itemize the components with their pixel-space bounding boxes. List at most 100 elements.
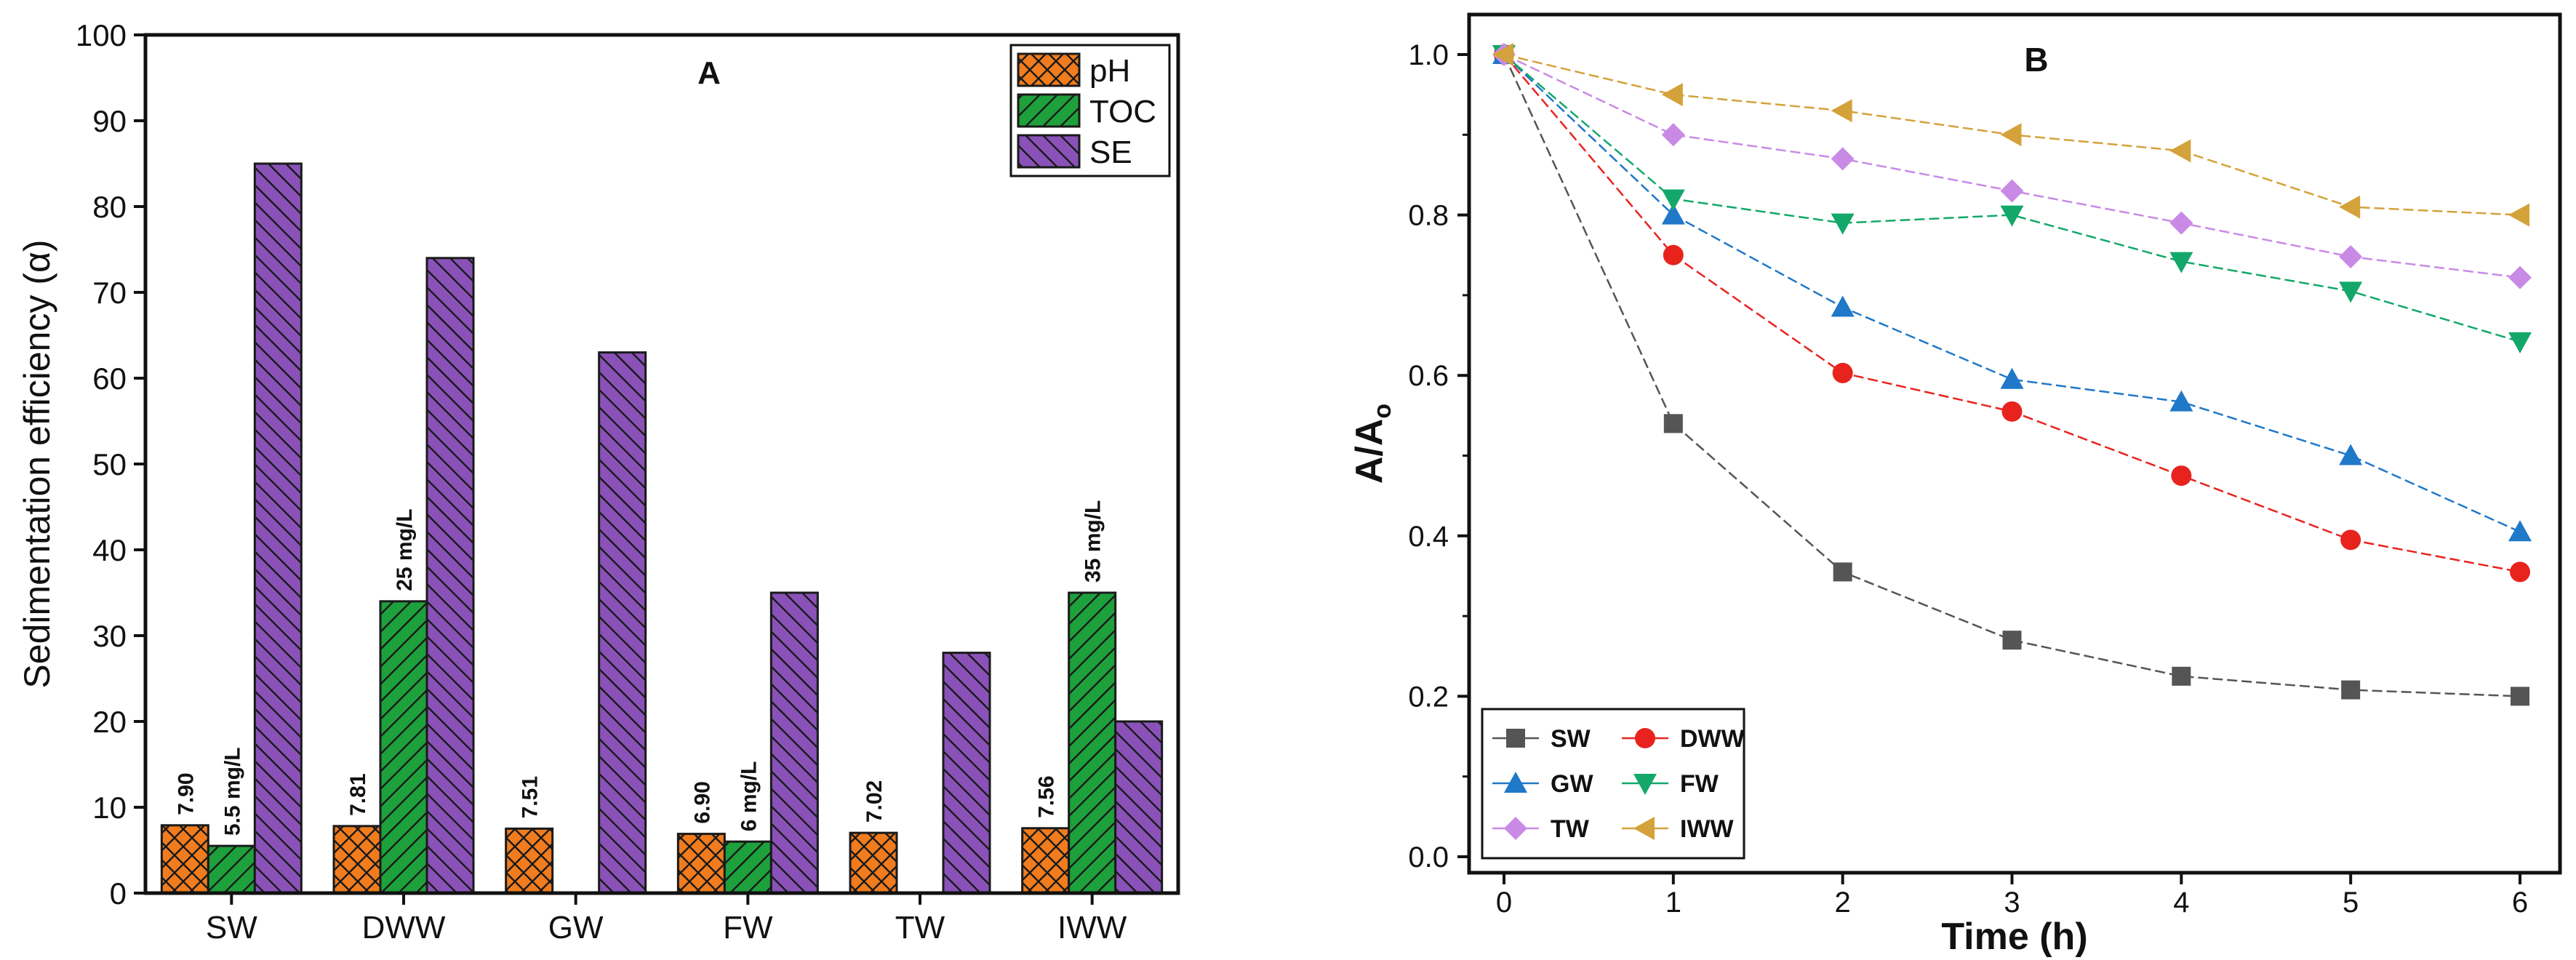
x-tick-label-a: TW bbox=[895, 910, 945, 945]
data-point-iww bbox=[2169, 139, 2191, 163]
legend-b: SW DWW GW FW TW IWW bbox=[1481, 708, 1745, 860]
line-series-group bbox=[1492, 43, 2532, 706]
bar-ph-tw bbox=[849, 831, 898, 895]
data-point-gw bbox=[2169, 390, 2193, 412]
bar-se-tw bbox=[942, 652, 991, 895]
bar-toc-iww bbox=[1068, 591, 1117, 895]
legend-marker-dww bbox=[1635, 728, 1655, 748]
bar-data-label: 7.51 bbox=[519, 776, 543, 818]
bar-toc-sw bbox=[207, 844, 256, 895]
bar-ph-gw bbox=[505, 827, 554, 895]
bar-series-group bbox=[160, 162, 1164, 895]
data-point-gw bbox=[2339, 444, 2363, 465]
bar-data-label: 7.02 bbox=[863, 780, 887, 823]
y-axis-label-subscript: o bbox=[1369, 404, 1396, 419]
bar-annotation-group: 7.90 5.5 mg/L 7.81 25 mg/L 7.51 6.90 6 mg/L 7.0… bbox=[174, 500, 1105, 836]
data-point-tw bbox=[2000, 179, 2024, 203]
data-point-tw bbox=[1661, 123, 1685, 147]
y-tick-label-b: 0.4 bbox=[1408, 521, 1449, 553]
bar-toc-dww bbox=[379, 600, 428, 895]
data-point-gw bbox=[2508, 520, 2532, 542]
data-point-sw bbox=[1833, 562, 1852, 582]
y-tick-label-a: 50 bbox=[92, 447, 127, 481]
bar-data-label: 35 mg/L bbox=[1081, 500, 1105, 583]
x-tick-label-a: DWW bbox=[362, 910, 446, 945]
x-axis-label-b: Time (h) bbox=[1941, 916, 2087, 958]
data-point-fw bbox=[2339, 281, 2363, 303]
legend-label-tw: TW bbox=[1551, 815, 1590, 843]
data-point-gw bbox=[1661, 203, 1685, 225]
y-tick-label-b: 0.0 bbox=[1408, 841, 1449, 873]
bar-se-fw bbox=[769, 591, 819, 895]
bar-data-label: 6.90 bbox=[690, 781, 714, 823]
y-tick-label-b: 1.0 bbox=[1408, 39, 1449, 71]
data-point-dww bbox=[2340, 529, 2361, 551]
legend-label-dww: DWW bbox=[1680, 725, 1745, 753]
y-tick-label-b: 0.6 bbox=[1408, 360, 1449, 392]
x-tick-label-a: SW bbox=[206, 910, 257, 945]
data-point-fw bbox=[2169, 252, 2193, 273]
bar-data-label: 7.56 bbox=[1035, 775, 1059, 817]
bar-ph-sw bbox=[160, 824, 209, 895]
y-tick-label-a: 90 bbox=[92, 104, 127, 138]
data-point-tw bbox=[2339, 244, 2363, 268]
x-tick-label-b: 3 bbox=[2004, 887, 2020, 919]
data-point-tw bbox=[2508, 265, 2532, 289]
bar-ph-dww bbox=[332, 825, 382, 895]
x-tick-label-a: IWW bbox=[1057, 910, 1127, 945]
y-tick-label-b: 0.8 bbox=[1408, 200, 1449, 232]
bar-data-label: 7.90 bbox=[174, 772, 198, 815]
legend-label-gw: GW bbox=[1551, 770, 1593, 798]
bar-se-iww bbox=[1114, 720, 1164, 895]
bar-ph-iww bbox=[1021, 827, 1071, 895]
bar-se-gw bbox=[598, 351, 647, 895]
line-series-iww bbox=[1492, 43, 2529, 227]
line-series-tw bbox=[1492, 43, 2532, 289]
legend-label-iww: IWW bbox=[1680, 815, 1735, 843]
y-tick-label-a: 100 bbox=[76, 18, 127, 52]
x-tick-label-a: FW bbox=[723, 910, 773, 945]
legend-label-toc: TOC bbox=[1089, 94, 1156, 129]
line-series-sw bbox=[1495, 45, 2529, 706]
data-point-gw bbox=[2000, 367, 2024, 389]
y-axis-label-b: A/Ao bbox=[1348, 404, 1396, 484]
y-tick-label-a: 0 bbox=[110, 876, 127, 911]
x-tick-label-b: 6 bbox=[2512, 887, 2528, 919]
bar-se-sw bbox=[253, 162, 303, 895]
bar-data-label: 5.5 mg/L bbox=[220, 747, 244, 836]
panel-title-b: B bbox=[2024, 41, 2048, 79]
line-series-fw bbox=[1492, 45, 2532, 353]
bar-data-label: 25 mg/L bbox=[393, 508, 417, 591]
data-point-iww bbox=[1661, 83, 1683, 107]
data-point-fw bbox=[1661, 189, 1685, 211]
data-point-iww bbox=[2000, 123, 2022, 147]
bar-data-label: 7.81 bbox=[346, 773, 370, 815]
x-tick-label-b: 1 bbox=[1665, 887, 1681, 919]
y-tick-label-a: 30 bbox=[92, 619, 127, 653]
data-point-dww bbox=[2001, 401, 2023, 422]
y-axis-label-main: A/A bbox=[1348, 419, 1391, 484]
data-point-tw bbox=[2169, 211, 2193, 235]
legend-swatch-toc bbox=[1017, 93, 1081, 128]
x-tick-label-b: 4 bbox=[2173, 887, 2189, 919]
legend-marker-sw bbox=[1506, 729, 1525, 748]
data-point-tw bbox=[1831, 147, 1855, 171]
line-series-gw bbox=[1492, 43, 2532, 542]
data-point-dww bbox=[2510, 561, 2530, 583]
legend-a: pH TOC SE bbox=[1009, 44, 1171, 177]
data-point-fw bbox=[2000, 205, 2024, 227]
data-point-iww bbox=[1831, 99, 1852, 123]
data-point-sw bbox=[2511, 687, 2529, 706]
data-point-fw bbox=[1831, 213, 1855, 235]
data-point-iww bbox=[1492, 43, 1513, 66]
bar-se-dww bbox=[425, 257, 475, 895]
legend-label-ph: pH bbox=[1089, 53, 1130, 89]
data-point-sw bbox=[2002, 631, 2022, 650]
y-tick-label-b: 0.2 bbox=[1408, 681, 1449, 713]
line-chart-panel-b: 0.0 0.2 0.4 0.6 0.8 1.0 0 1 2 3 4 5 6 B Time (h) A/… bbox=[1348, 12, 2562, 958]
y-tick-label-a: 70 bbox=[92, 276, 127, 310]
bar-ph-fw bbox=[676, 833, 726, 895]
y-tick-label-a: 40 bbox=[92, 533, 127, 567]
y-tick-label-a: 60 bbox=[92, 361, 127, 396]
